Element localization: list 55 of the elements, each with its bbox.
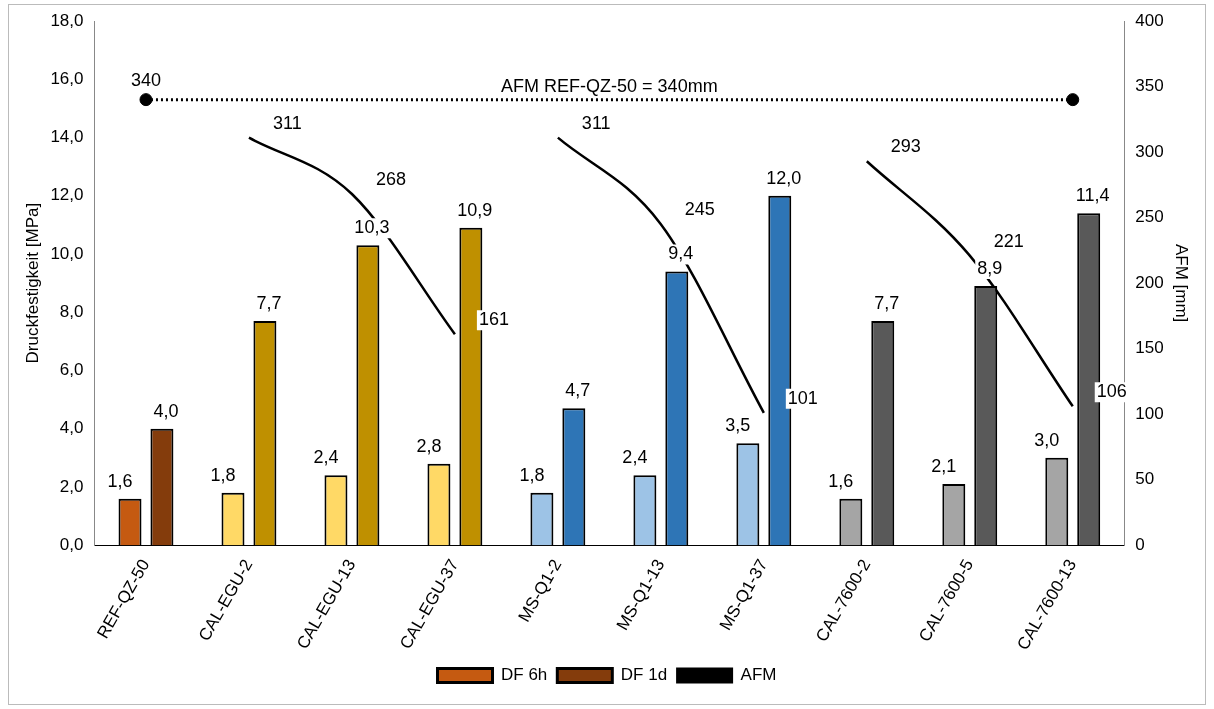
data-label: 8,9 — [977, 257, 1003, 278]
ref-line-label: AFM REF-QZ-50 = 340mm — [501, 75, 718, 96]
data-label: 11,4 — [1075, 185, 1110, 206]
data-label: 2,8 — [416, 435, 442, 456]
y-tick-label: 0,0 — [59, 534, 84, 554]
data-label: 161 — [478, 309, 509, 330]
y2-tick-label: 250 — [1135, 207, 1164, 227]
data-label: 10,9 — [457, 199, 493, 220]
data-label: 2,4 — [313, 447, 339, 468]
y2-tick-label: 400 — [1135, 10, 1164, 30]
y-tick-label: 2,0 — [59, 476, 84, 496]
data-label: 2,4 — [622, 447, 648, 468]
data-label: 106 — [1096, 381, 1127, 402]
data-label: 3,0 — [1034, 429, 1060, 450]
y2-axis-title: AFM [mm] — [1172, 243, 1192, 323]
data-label: 311 — [272, 112, 302, 133]
data-label: 268 — [375, 168, 406, 189]
data-label: 311 — [581, 112, 611, 133]
data-label: 101 — [787, 387, 818, 408]
y-tick-label: 6,0 — [59, 360, 84, 380]
y2-tick-label: 150 — [1135, 338, 1164, 358]
legend-label: DF 1d — [620, 665, 668, 685]
y-tick-label: 10,0 — [50, 243, 84, 263]
y-tick-label: 8,0 — [59, 301, 84, 321]
y2-tick-label: 200 — [1135, 272, 1164, 292]
y-axis-title: Druckfestigkeit [MPa] — [22, 202, 42, 364]
data-label: 1,6 — [107, 470, 133, 491]
data-label: 7,7 — [874, 292, 900, 313]
data-label: 293 — [890, 136, 921, 157]
data-label: 4,0 — [153, 400, 179, 421]
y2-tick-label: 350 — [1135, 76, 1164, 96]
data-label: 7,7 — [256, 292, 282, 313]
y2-tick-label: 100 — [1135, 403, 1164, 423]
data-label: 3,5 — [725, 415, 751, 436]
data-label: 245 — [684, 199, 715, 220]
data-label: 12,0 — [766, 167, 802, 188]
y-tick-label: 18,0 — [50, 10, 84, 30]
data-label: 221 — [993, 230, 1024, 251]
y-tick-label: 14,0 — [50, 127, 84, 147]
data-label: 340 — [130, 69, 161, 90]
data-label: 1,6 — [828, 470, 854, 491]
data-label: 9,4 — [668, 243, 694, 264]
y2-tick-label: 0 — [1135, 534, 1145, 554]
data-label: 4,7 — [565, 380, 591, 401]
y2-tick-label: 50 — [1135, 469, 1155, 489]
data-label: 2,1 — [931, 456, 957, 477]
y2-tick-label: 300 — [1135, 141, 1164, 161]
legend-label: DF 6h — [501, 665, 548, 685]
y-tick-label: 4,0 — [59, 418, 84, 438]
legend-label: AFM — [740, 665, 777, 685]
data-label: 1,8 — [519, 464, 545, 485]
data-label: 10,3 — [354, 217, 390, 238]
y-tick-label: 12,0 — [50, 185, 84, 205]
data-label: 1,8 — [210, 464, 236, 485]
y-tick-label: 16,0 — [50, 68, 84, 88]
